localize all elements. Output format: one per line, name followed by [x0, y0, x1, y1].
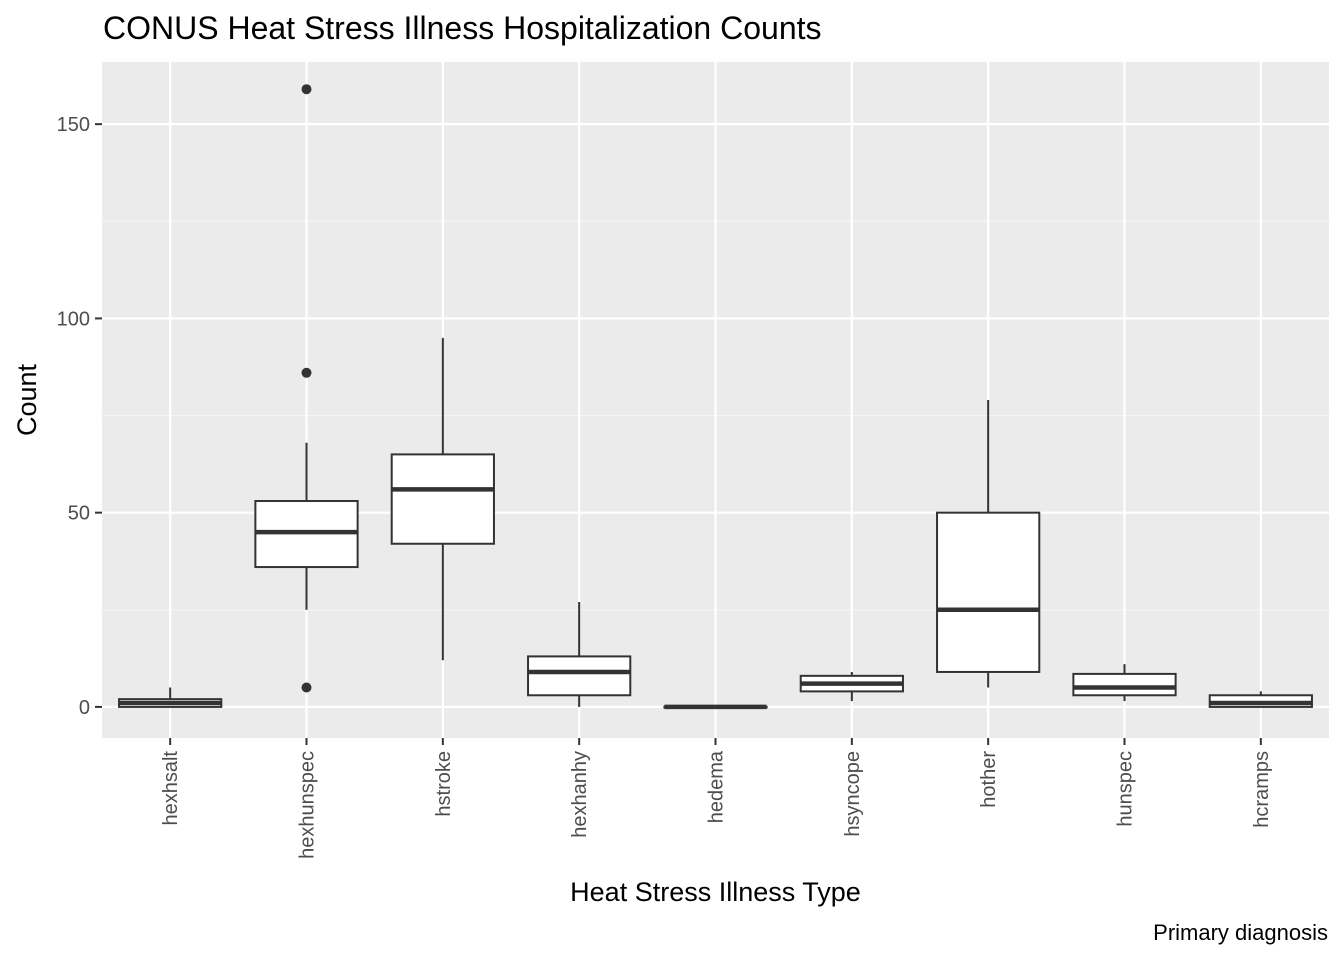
box-hunspec: [1072, 664, 1177, 702]
box-hcramps: [1208, 691, 1313, 708]
y-axis-title: Count: [12, 363, 42, 436]
chart-caption: Primary diagnosis: [1153, 920, 1328, 945]
x-tick-label: hunspec: [1115, 751, 1137, 827]
x-tick-label: hexhanhy: [569, 751, 591, 838]
box-iqr: [1072, 672, 1177, 697]
x-tick-label: hsyncope: [842, 751, 864, 837]
outlier-point: [301, 84, 312, 95]
x-tick-label: hexhsalt: [160, 751, 182, 826]
x-axis-title: Heat Stress Illness Type: [570, 877, 861, 907]
x-tick-label: hexhunspec: [297, 751, 319, 859]
box-hsyncope: [799, 671, 904, 702]
box-hedema: [663, 704, 768, 710]
box-iqr: [390, 453, 495, 545]
box-hother: [936, 400, 1041, 688]
box-hexhunspec: [254, 84, 359, 693]
box-iqr: [936, 511, 1041, 673]
box-hexhsalt: [118, 687, 223, 708]
outlier-point: [301, 367, 312, 378]
y-tick-label: 0: [79, 697, 90, 719]
y-tick-label: 100: [57, 308, 90, 330]
box-hexhanhy: [527, 602, 632, 707]
x-tick-label: hedema: [706, 750, 728, 823]
box-iqr: [527, 655, 632, 697]
y-axis: 0 50 100 150: [57, 114, 102, 719]
y-tick-label: 50: [68, 503, 90, 525]
box-series: [118, 84, 1313, 710]
chart-title: CONUS Heat Stress Illness Hospitalizatio…: [103, 10, 822, 46]
outlier-point: [301, 682, 312, 693]
x-axis: hexhsalt hexhunspec hstroke hexhanhy hedema h…: [160, 738, 1273, 859]
y-tick-label: 150: [57, 114, 90, 136]
x-tick-label: hstroke: [433, 751, 455, 817]
box-hstroke: [390, 337, 495, 661]
x-tick-label: hcramps: [1251, 751, 1273, 828]
x-tick-label: hother: [978, 751, 1000, 808]
